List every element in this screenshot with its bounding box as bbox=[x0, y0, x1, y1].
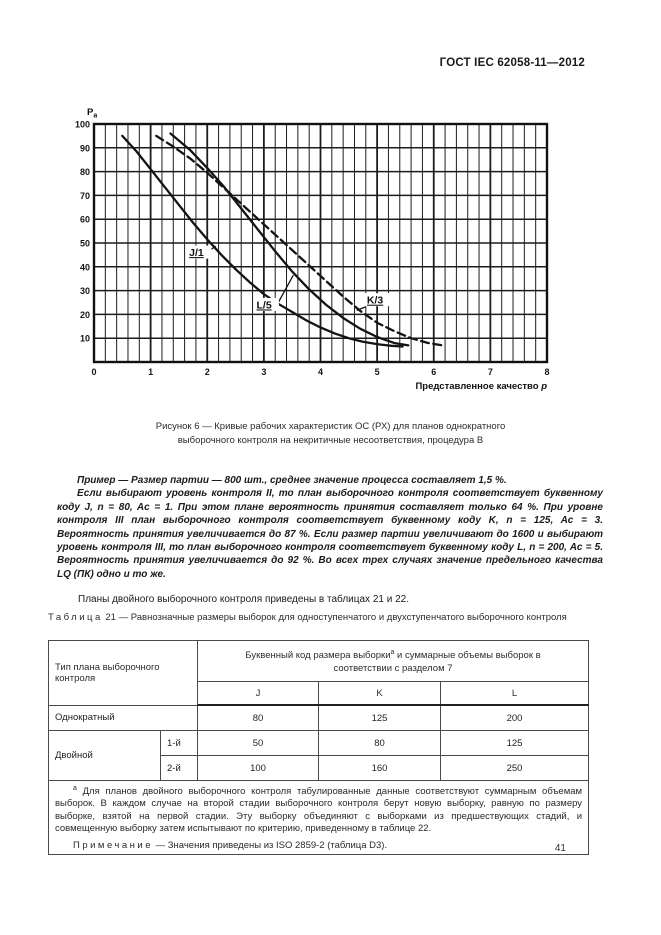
svg-text:30: 30 bbox=[80, 286, 90, 296]
table-row-double-1: Двойной 1-й 50 80 125 bbox=[48, 730, 590, 781]
value-cell: 100 bbox=[197, 755, 320, 781]
table-row-single: Однократный 80 125 200 bbox=[47, 704, 590, 731]
table-21-title-label: Таблица bbox=[48, 612, 103, 623]
figure-caption-text: Рисунок 6 — Кривые рабочих характеристик… bbox=[155, 421, 506, 446]
table-footnote-row: а Для планов двойного выборочного контро… bbox=[47, 779, 590, 856]
body-paragraph: Планы двойного выборочного контроля прив… bbox=[57, 593, 603, 606]
svg-text:10: 10 bbox=[80, 334, 90, 344]
svg-text:L/5: L/5 bbox=[257, 299, 272, 311]
table-note: Примечание — Значения приведены из ISO 2… bbox=[55, 840, 582, 852]
svg-text:60: 60 bbox=[80, 215, 90, 225]
column-header-j: J bbox=[197, 681, 320, 706]
footnote-text: Для планов двойного выборочного контроля… bbox=[55, 786, 583, 834]
column-header-plan-type: Тип плана выборочного контроля bbox=[47, 640, 199, 706]
svg-text:20: 20 bbox=[80, 310, 90, 320]
svg-text:40: 40 bbox=[80, 262, 90, 272]
example-paragraph-1: Пример — Размер партии — 800 шт., средне… bbox=[77, 475, 507, 486]
svg-text:8: 8 bbox=[544, 367, 549, 377]
value-cell: 125 bbox=[440, 730, 590, 756]
note-label: Примечание bbox=[73, 839, 153, 851]
svg-text:70: 70 bbox=[80, 191, 90, 201]
svg-text:90: 90 bbox=[80, 143, 90, 153]
oc-curves-chart: 0 1 2 3 4 5 6 7 8 10 20 30 40 50 60 70 80 90 100 J/1 L/5 K/3 P… bbox=[75, 107, 550, 392]
page-number: 41 bbox=[554, 843, 566, 854]
value-cell: 160 bbox=[318, 755, 442, 781]
figure-caption: Рисунок 6 — Кривые рабочих характеристик… bbox=[0, 420, 661, 448]
svg-text:Представленное качество p: Представленное качество p bbox=[415, 381, 547, 392]
table-footnote-cell: а Для планов двойного выборочного контро… bbox=[47, 779, 590, 856]
svg-text:100: 100 bbox=[75, 120, 90, 130]
footnote-mark: а bbox=[73, 785, 77, 792]
table-21: Тип плана выборочного контроля Буквенный… bbox=[47, 640, 590, 856]
svg-text:4: 4 bbox=[318, 367, 323, 377]
value-cell: 50 bbox=[197, 730, 320, 756]
plan-type-cell: Однократный bbox=[47, 704, 199, 731]
table-footnote: а Для планов двойного выборочного контро… bbox=[55, 783, 582, 835]
svg-text:K/3: K/3 bbox=[367, 295, 384, 307]
svg-text:0: 0 bbox=[91, 367, 96, 377]
value-cell: 125 bbox=[318, 704, 442, 731]
value-cell: 80 bbox=[197, 704, 320, 731]
stage-cell: 1-й bbox=[159, 730, 199, 756]
body-paragraph-text: Планы двойного выборочного контроля прив… bbox=[78, 594, 409, 605]
column-header-l: L bbox=[440, 681, 590, 706]
letter-code-footnote-mark: а bbox=[390, 648, 395, 656]
stage-cell: 2-й bbox=[159, 755, 199, 781]
column-header-letter-code: Буквенный код размера выборкиа и суммарн… bbox=[197, 640, 590, 682]
plan-type-cell: Двойной bbox=[48, 730, 161, 781]
value-cell: 200 bbox=[440, 704, 590, 731]
svg-text:2: 2 bbox=[205, 367, 210, 377]
svg-text:3: 3 bbox=[261, 367, 266, 377]
svg-text:7: 7 bbox=[488, 367, 493, 377]
svg-text:5: 5 bbox=[375, 367, 380, 377]
svg-text:50: 50 bbox=[80, 239, 90, 249]
table-21-title: Таблица 21 — Равнозначные размеры выборо… bbox=[48, 612, 588, 625]
letter-code-text: Буквенный код размера выборки bbox=[245, 650, 391, 662]
value-cell: 250 bbox=[440, 755, 590, 781]
svg-text:80: 80 bbox=[80, 167, 90, 177]
value-cell: 80 bbox=[318, 730, 442, 756]
letter-code-text-rest: и суммарные объемы выборок в соответстви… bbox=[333, 650, 541, 674]
gost-standard-header: ГОСТ IEC 62058-11—2012 bbox=[439, 57, 585, 69]
table-21-title-rest: 21 — Равнозначные размеры выборок для од… bbox=[105, 612, 567, 623]
example-block: Пример — Размер партии — 800 шт., средне… bbox=[57, 474, 603, 581]
svg-text:1: 1 bbox=[148, 367, 153, 377]
column-header-k: K bbox=[318, 681, 442, 706]
note-text: — Значения приведены из ISO 2859-2 (табл… bbox=[155, 839, 388, 851]
svg-text:Pa: Pa bbox=[87, 107, 97, 120]
svg-text:6: 6 bbox=[431, 367, 436, 377]
example-paragraph-2: Если выбирают уровень контроля II, то пл… bbox=[57, 488, 603, 580]
svg-text:J/1: J/1 bbox=[189, 247, 204, 259]
